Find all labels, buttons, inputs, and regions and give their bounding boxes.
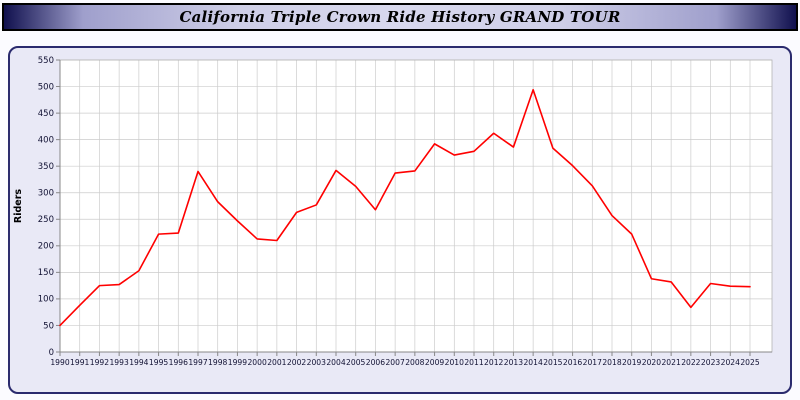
svg-text:2024: 2024 [721,358,740,367]
svg-text:2011: 2011 [464,358,483,367]
svg-text:550: 550 [38,56,54,66]
svg-text:2004: 2004 [326,358,345,367]
svg-text:50: 50 [43,321,54,331]
svg-text:1995: 1995 [149,358,168,367]
svg-text:2023: 2023 [701,358,720,367]
svg-text:2021: 2021 [661,358,680,367]
svg-text:1996: 1996 [169,358,188,367]
svg-text:2016: 2016 [563,358,582,367]
svg-text:1994: 1994 [129,358,148,367]
svg-text:2000: 2000 [247,358,266,367]
chart-panel: 0 50 100 150 200 250 300 350 400 450 500 550 1990 199… [8,46,792,394]
svg-text:400: 400 [38,135,54,145]
svg-text:2015: 2015 [543,358,562,367]
svg-text:1992: 1992 [90,358,109,367]
svg-text:2003: 2003 [307,358,326,367]
svg-text:2002: 2002 [287,358,306,367]
svg-text:2017: 2017 [583,358,602,367]
svg-text:100: 100 [38,295,54,305]
svg-text:300: 300 [38,189,54,199]
plot-area [60,60,772,352]
svg-text:2009: 2009 [425,358,444,367]
ride-history-line [59,88,751,327]
svg-text:2010: 2010 [445,358,464,367]
svg-text:2018: 2018 [602,358,621,367]
svg-text:2007: 2007 [385,358,404,367]
svg-text:1993: 1993 [109,358,128,367]
page-title: California Triple Crown Ride History GRA… [179,8,621,26]
y-axis-ticks: 0 50 100 150 200 250 300 350 400 450 500 550 [38,56,60,358]
svg-text:2022: 2022 [681,358,700,367]
svg-text:2005: 2005 [346,358,365,367]
svg-text:500: 500 [38,82,54,92]
svg-text:2008: 2008 [405,358,424,367]
x-axis-ticks: 1990 1991 1992 1993 1994 1995 1996 1997 1998 1999… [50,352,760,367]
svg-text:2014: 2014 [523,358,542,367]
svg-text:350: 350 [38,162,54,172]
svg-text:200: 200 [38,242,54,252]
svg-text:1998: 1998 [208,358,227,367]
svg-text:1997: 1997 [188,358,207,367]
svg-text:2025: 2025 [740,358,759,367]
svg-text:1999: 1999 [228,358,247,367]
svg-text:1990: 1990 [50,358,69,367]
svg-text:150: 150 [38,268,54,278]
svg-text:1991: 1991 [70,358,89,367]
svg-text:2020: 2020 [642,358,661,367]
chart-title-bar: California Triple Crown Ride History GRA… [2,3,798,31]
svg-text:2006: 2006 [366,358,385,367]
svg-text:2001: 2001 [267,358,286,367]
svg-text:2019: 2019 [622,358,641,367]
svg-text:0: 0 [49,348,54,358]
svg-text:2012: 2012 [484,358,503,367]
svg-text:250: 250 [38,215,54,225]
svg-text:2013: 2013 [504,358,523,367]
svg-text:450: 450 [38,109,54,119]
y-axis-label: Riders [13,189,24,224]
